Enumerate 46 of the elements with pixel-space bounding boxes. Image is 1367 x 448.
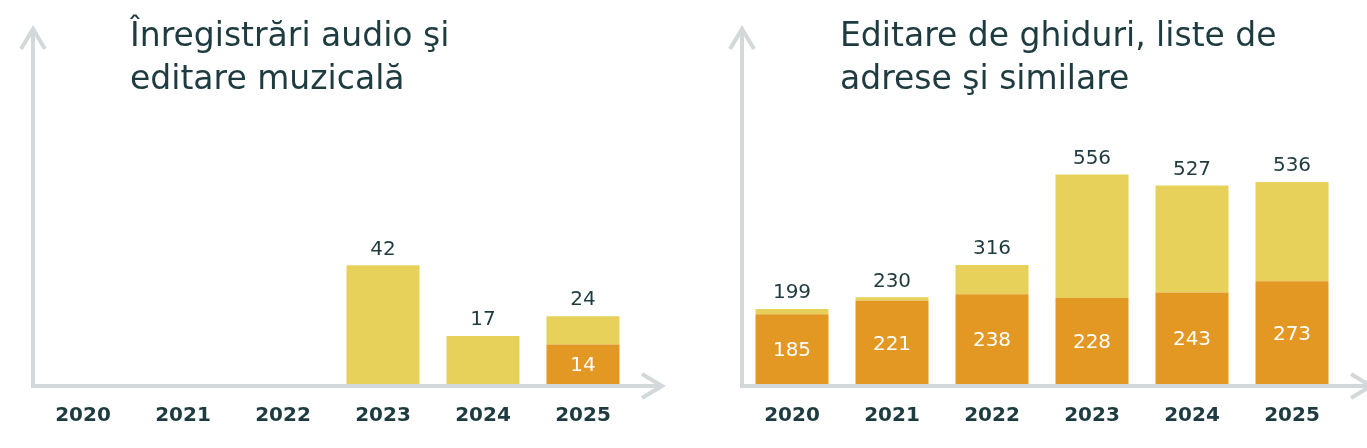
chart-title: Editare de ghiduri, liste de adrese şi similare	[840, 14, 1278, 99]
data-label: 243	[1172, 326, 1212, 351]
x-tick-label: 2020	[55, 402, 111, 427]
bar	[546, 316, 620, 345]
data-label: 238	[972, 327, 1012, 352]
data-label: 221	[872, 330, 912, 355]
bar	[1255, 182, 1329, 282]
total-label: 42	[370, 235, 396, 260]
data-label: 14	[570, 352, 596, 377]
bar	[346, 265, 420, 384]
bar	[1155, 185, 1229, 293]
total-label: 17	[470, 306, 496, 331]
x-tick-label: 2025	[1264, 402, 1320, 427]
x-tick-label: 2022	[964, 402, 1020, 427]
bar	[755, 309, 829, 315]
x-tick-label: 2023	[355, 402, 411, 427]
bar	[955, 294, 1029, 384]
bar	[1055, 174, 1129, 299]
bar	[755, 314, 829, 384]
total-label: 556	[1072, 144, 1112, 169]
bar	[855, 300, 929, 384]
chart-title: Înregistrări audio şi editare muzicală	[130, 14, 451, 99]
total-label: 527	[1172, 155, 1212, 180]
bar	[546, 344, 620, 384]
total-label: 316	[972, 235, 1012, 260]
x-tick-label: 2021	[864, 402, 920, 427]
total-label: 24	[570, 286, 596, 311]
x-tick-label: 2021	[155, 402, 211, 427]
total-label: 536	[1272, 152, 1312, 177]
x-tick-label: 2023	[1064, 402, 1120, 427]
bar	[855, 297, 929, 301]
bar	[446, 335, 520, 384]
x-tick-label: 2025	[555, 402, 611, 427]
data-label: 228	[1072, 329, 1112, 354]
x-tick-label: 2024	[1164, 402, 1220, 427]
x-tick-label: 2024	[455, 402, 511, 427]
x-tick-label: 2020	[764, 402, 820, 427]
total-label: 230	[872, 267, 912, 292]
data-label: 273	[1272, 320, 1312, 345]
bar	[1255, 281, 1329, 384]
total-label: 199	[772, 279, 812, 304]
bar	[1155, 292, 1229, 384]
bar	[955, 264, 1029, 295]
x-tick-label: 2022	[255, 402, 311, 427]
data-label: 185	[772, 337, 812, 362]
bar	[1055, 298, 1129, 384]
